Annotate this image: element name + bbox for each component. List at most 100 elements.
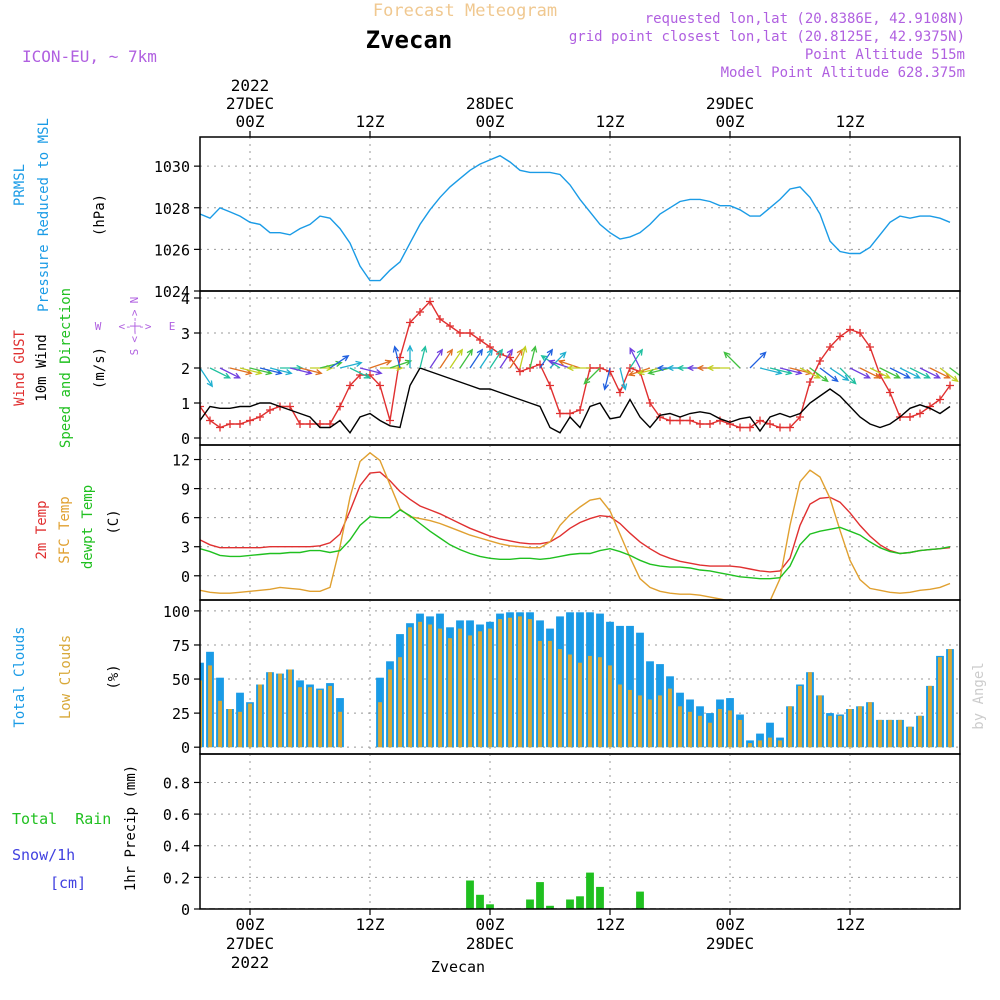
wind-direction-arrow	[349, 367, 372, 379]
rain-bar	[636, 891, 644, 909]
total-cloud-bar	[766, 722, 774, 748]
clouds-panel: 0 25 50 75 100	[163, 599, 961, 757]
wind10m-label: 10m Wind	[34, 334, 50, 401]
series-sfc-temp	[200, 451, 951, 600]
wind-unit-label: (m/s)	[92, 347, 108, 389]
low-cloud-bar	[268, 672, 272, 748]
wind-direction-arrow	[889, 367, 912, 379]
wind-direction-arrow	[369, 359, 393, 369]
top-time-label: 00Z	[716, 112, 745, 131]
temperature-plot	[200, 451, 951, 600]
gust-point-marker	[796, 413, 804, 421]
low-cloud-bar	[928, 685, 932, 748]
pressure-plot	[200, 154, 951, 282]
bottom-time-label: 00Z	[716, 915, 745, 934]
top-time-label: 00Z	[236, 112, 265, 131]
low-cloud-bar	[248, 703, 252, 748]
bottom-time-label: 2022	[231, 953, 270, 972]
chart-title: Forecast Meteogram	[373, 1, 557, 21]
wind-direction-arrow	[759, 367, 783, 376]
gust-point-marker	[376, 381, 384, 390]
low-cloud-bar	[258, 684, 262, 748]
top-time-label: 29DEC	[706, 94, 754, 113]
low-cloud-bar	[438, 628, 442, 748]
wind-direction-arrow	[909, 367, 932, 379]
wind-direction-arrow	[647, 367, 671, 376]
low-cloud-bar	[698, 715, 702, 748]
gust-point-marker	[546, 381, 554, 390]
compass-arrow: <-|->	[118, 320, 151, 333]
low-cloud-bar	[858, 706, 862, 748]
precip-ytick-label: 0.8	[163, 774, 190, 792]
wind-direction-arrow	[439, 348, 454, 369]
gust-point-marker	[216, 423, 224, 432]
requested-lonlat: requested lon,lat (20.8386E, 42.9108N)	[645, 11, 965, 27]
low-cloud-bar	[228, 709, 232, 748]
low-cloud-bar	[888, 719, 892, 748]
top-time-label: 28DEC	[466, 94, 514, 113]
pressure-frame	[199, 136, 961, 292]
gust-point-marker	[746, 423, 754, 432]
wind-direction-arrow	[339, 360, 363, 369]
prmsl-label: PRMSL	[12, 164, 28, 206]
pressure-ytick-label: 1030	[154, 158, 190, 176]
wind-direction-arrow	[799, 367, 822, 379]
gust-point-marker	[386, 416, 394, 425]
pressure-ytick-label: 1024	[154, 283, 190, 301]
gust-point-marker	[306, 420, 314, 428]
bottom-time-label: 12Z	[356, 915, 385, 934]
low-cloud-bar	[848, 709, 852, 748]
low-cloud-bar	[568, 654, 572, 748]
total-cloud-bar	[626, 625, 634, 748]
gust-point-marker	[936, 395, 944, 404]
wind-direction-arrow	[499, 348, 514, 369]
low-cloud-bar	[778, 740, 782, 748]
gust-point-marker	[856, 329, 864, 337]
precip-ytick-label: 0.4	[163, 838, 190, 856]
gust-point-marker	[256, 413, 264, 421]
wind-labels: Wind GUST 10m Wind Speed and Direction (…	[12, 288, 175, 448]
low-cloud-bar	[298, 687, 302, 748]
compass-west: W	[95, 320, 102, 333]
wind-direction-arrow	[749, 351, 767, 369]
rain-bar	[486, 904, 494, 909]
bottom-time-label: 12Z	[596, 915, 625, 934]
wind-direction-arrow	[419, 345, 428, 369]
wind-direction-arrow	[200, 367, 214, 388]
compass-south: S	[128, 349, 141, 356]
low-cloud-bar	[788, 706, 792, 748]
wind-direction-arrow	[839, 367, 857, 385]
low-cloud-bar	[498, 619, 502, 748]
low-cloud-bar	[288, 669, 292, 748]
wind-direction-arrow	[869, 367, 892, 379]
gust-point-marker	[516, 367, 524, 376]
wind-direction-arrow	[209, 367, 232, 379]
wind-direction-arrow	[919, 367, 942, 379]
gust-point-marker	[706, 420, 714, 428]
top-time-label: 12Z	[596, 112, 625, 131]
low-cloud-bar	[598, 657, 602, 748]
low-cloud-bar	[718, 709, 722, 748]
rain-bar	[576, 896, 584, 909]
low-cloud-bar	[518, 616, 522, 748]
low-cloud-bar	[918, 715, 922, 748]
wind-direction-arrow	[819, 367, 839, 383]
clouds-ytick-label: 25	[172, 705, 190, 723]
wind-direction-arrow	[949, 367, 960, 377]
precip-panel: 0 0.2 0.4 0.6 0.8	[163, 753, 961, 919]
wind-direction-arrow	[779, 367, 803, 376]
bottom-time-label: 27DEC	[226, 934, 274, 953]
low-cloud-bar	[728, 710, 732, 748]
gust-point-marker	[206, 416, 214, 425]
footer-location: Zvecan	[431, 958, 485, 976]
low-cloud-bar	[328, 685, 332, 748]
series-10m-wind	[200, 367, 951, 434]
gust-point-marker	[676, 416, 684, 425]
low-cloud-bar	[200, 680, 202, 748]
model-name: ICON-EU, ~ 7km	[22, 47, 157, 66]
low-cloud-bar	[308, 687, 312, 748]
gust-point-marker	[576, 406, 584, 414]
gust-point-marker	[266, 406, 274, 414]
gust-point-marker	[776, 423, 784, 432]
gust-point-marker	[736, 423, 744, 432]
